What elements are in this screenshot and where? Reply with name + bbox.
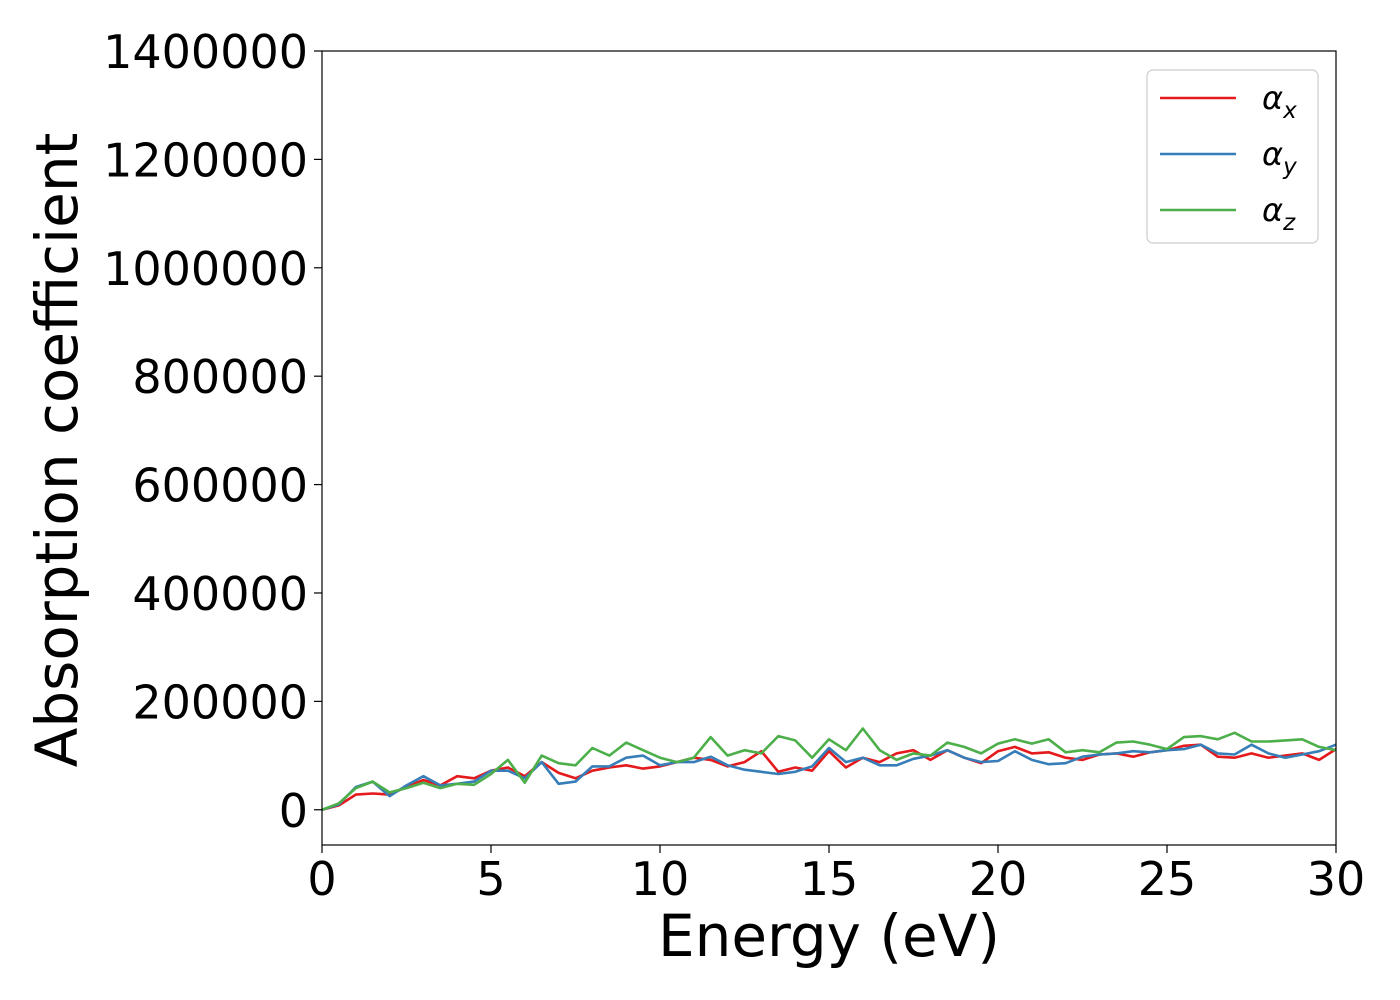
y-axis-title: Absorption coefficient <box>23 133 91 768</box>
x-tick-label: 0 <box>307 852 336 906</box>
legend: αx αy αz <box>1146 69 1319 244</box>
x-tick-label: 25 <box>1138 852 1197 906</box>
y-tick-label: 600000 <box>132 459 308 513</box>
y-axis-ticks: 0 200000 400000 600000 800000 1000000 1200000 1… <box>103 25 322 838</box>
y-tick-label: 1400000 <box>103 25 308 79</box>
legend-box <box>1146 69 1319 244</box>
y-tick-label: 400000 <box>132 567 308 621</box>
series-line-3 <box>321 727 1337 812</box>
legend-label-1: αx <box>1262 79 1297 124</box>
y-tick-label: 200000 <box>132 675 308 729</box>
x-tick-label: 20 <box>969 852 1028 906</box>
y-tick-label: 1000000 <box>103 242 308 296</box>
y-tick-label: 800000 <box>132 350 308 404</box>
plot-area <box>321 50 1337 846</box>
x-tick-label: 30 <box>1307 852 1366 906</box>
y-tick-label: 1200000 <box>103 133 308 187</box>
y-tick-label: 0 <box>279 784 308 838</box>
x-tick-label: 10 <box>631 852 690 906</box>
x-tick-label: 15 <box>800 852 859 906</box>
x-axis-title: Energy (eV) <box>658 902 1000 970</box>
legend-label-2: αy <box>1262 135 1297 180</box>
series-layer <box>321 727 1337 812</box>
legend-label-3: αz <box>1262 191 1296 236</box>
x-axis-ticks: 0 5 10 15 20 25 30 <box>307 845 1365 906</box>
x-tick-label: 5 <box>476 852 505 906</box>
